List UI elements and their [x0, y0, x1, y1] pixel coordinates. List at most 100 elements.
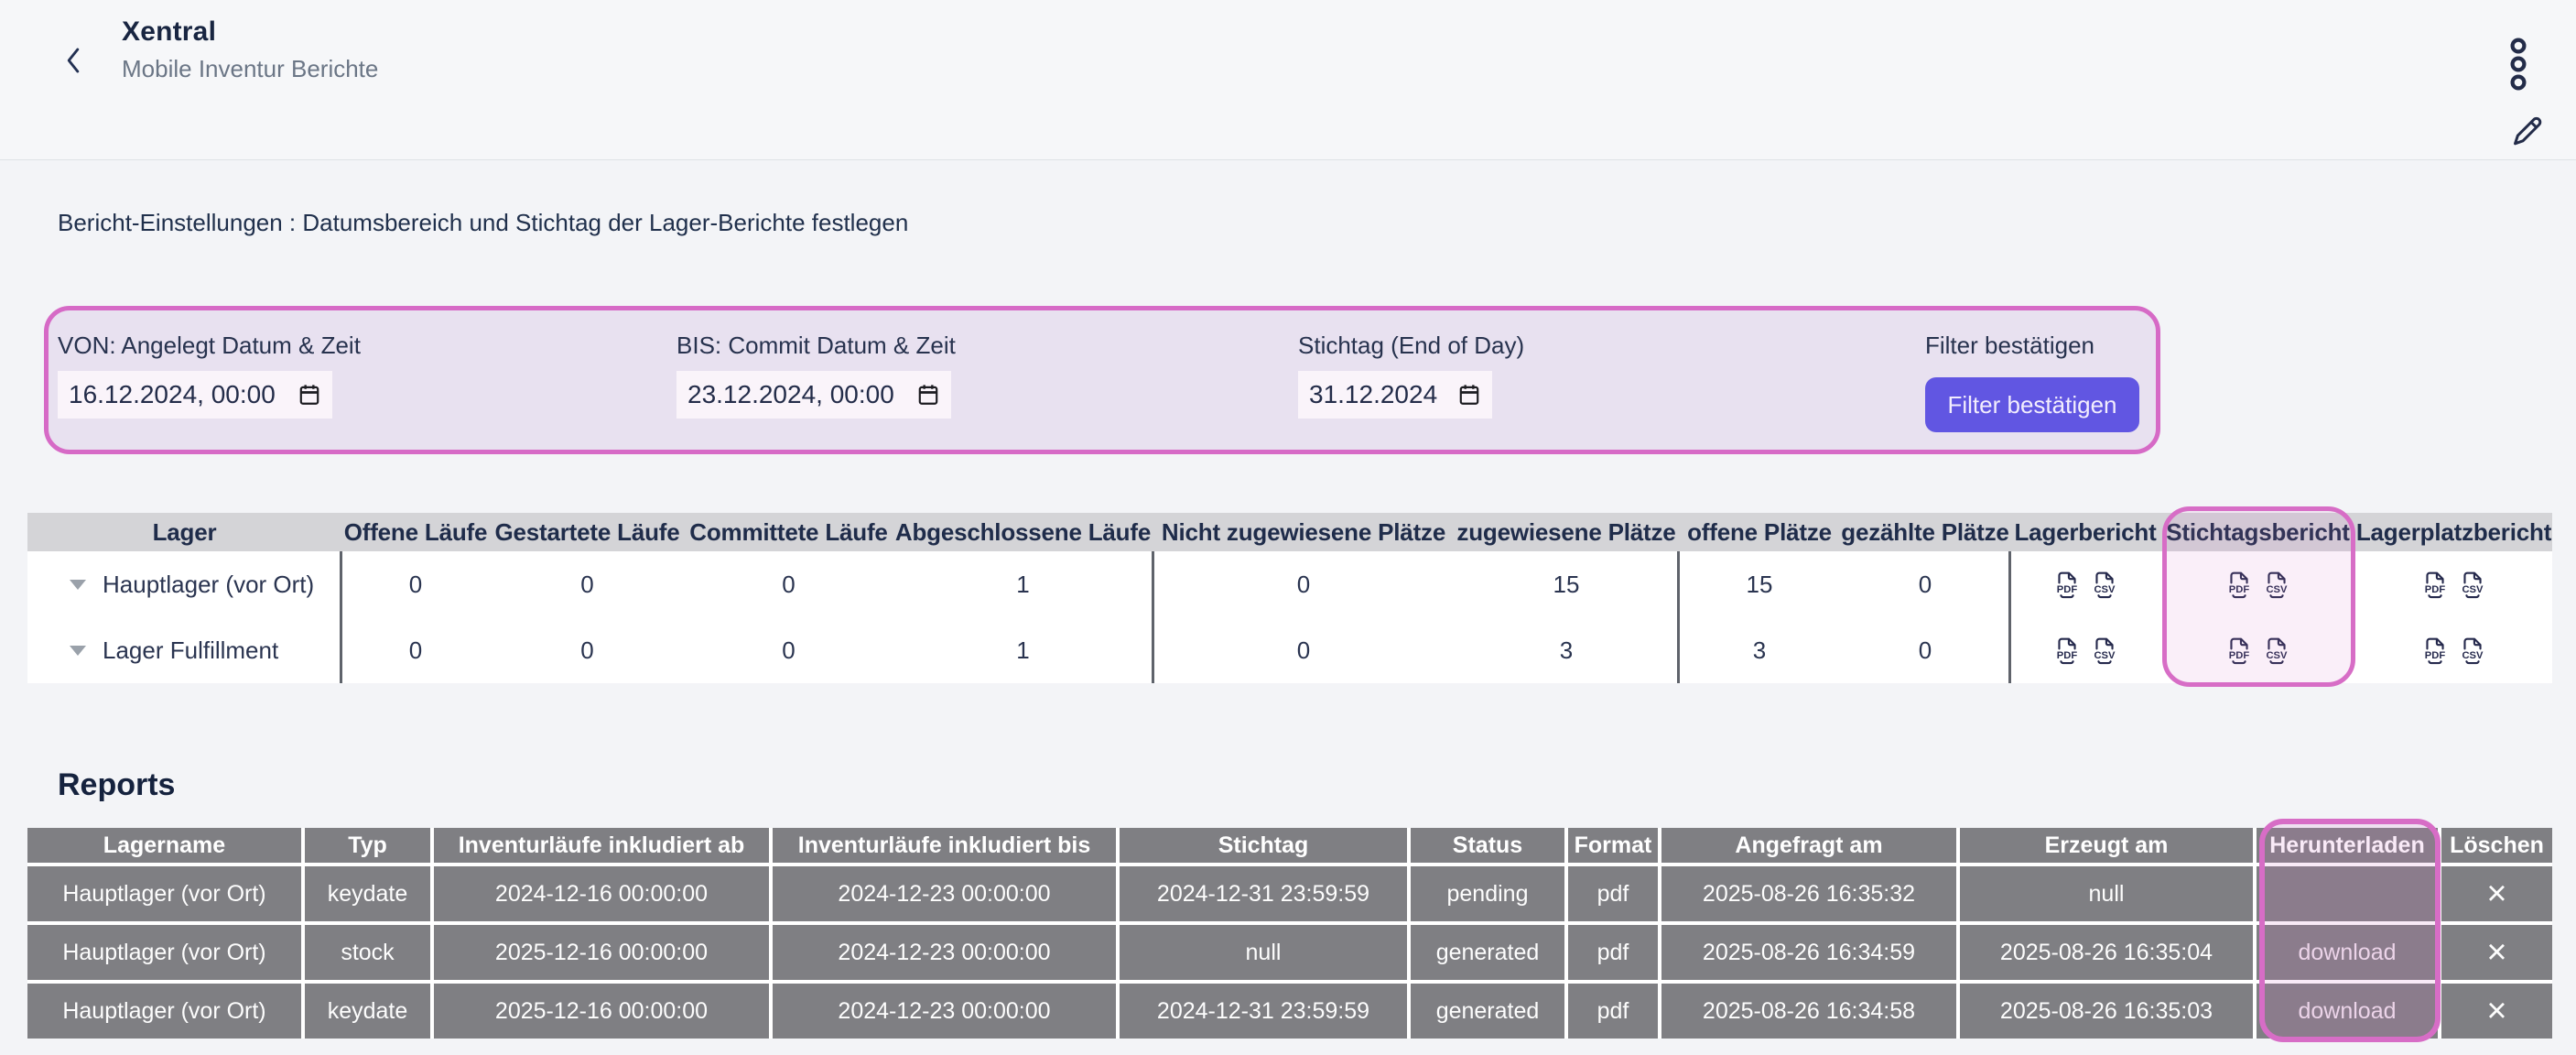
column-divider — [1152, 551, 1154, 683]
report-cell: keydate — [305, 984, 430, 1039]
kebab-menu-button[interactable] — [2506, 37, 2530, 92]
warehouse-cell: 15 — [1553, 570, 1580, 598]
report-cell: 2025-08-26 16:35:03 — [1960, 984, 2253, 1039]
warehouse-expander[interactable]: Hauptlager (vor Ort) — [27, 551, 341, 617]
calendar-icon[interactable] — [298, 383, 321, 407]
report-cell: 2025-08-26 16:34:58 — [1661, 984, 1956, 1039]
warehouse-cell: 0 — [1296, 636, 1311, 664]
from-date-value: 16.12.2024, 00:00 — [69, 380, 276, 408]
reports-heading: Reports — [58, 767, 176, 802]
delete-button[interactable]: × — [2441, 925, 2552, 980]
report-cell: pdf — [1568, 925, 1658, 980]
svg-text:CSV: CSV — [2266, 650, 2288, 661]
column-header: zugewiesene Plätze — [1456, 517, 1676, 546]
svg-text:CSV: CSV — [2266, 584, 2288, 595]
title-block: Xentral Mobile Inventur Berichte — [122, 16, 378, 83]
report-cell: stock — [305, 925, 430, 980]
warehouse-expander[interactable]: Lager Fulfillment — [27, 617, 341, 683]
to-date-input[interactable]: 23.12.2024, 00:00 — [676, 371, 951, 419]
column-divider — [2008, 551, 2011, 683]
pdf-file-icon[interactable]: PDF — [2226, 570, 2252, 599]
download-link[interactable] — [2257, 866, 2438, 921]
warehouse-table: Lager Offene Läufe Gestartete Läufe Comm… — [27, 513, 2552, 683]
pdf-file-icon[interactable]: PDF — [2054, 636, 2080, 665]
filter-confirm-button[interactable]: Filter bestätigen — [1925, 377, 2139, 432]
column-header: Nicht zugewiesene Plätze — [1161, 517, 1446, 546]
warehouse-cell: 0 — [580, 570, 594, 598]
back-button[interactable] — [53, 37, 93, 84]
csv-file-icon[interactable]: CSV — [2092, 636, 2117, 665]
svg-text:PDF: PDF — [2056, 584, 2077, 595]
csv-file-icon[interactable]: CSV — [2092, 570, 2117, 599]
column-divider — [340, 551, 342, 683]
chevron-down-icon[interactable] — [70, 645, 86, 656]
report-cell: 2024-12-31 23:59:59 — [1120, 866, 1407, 921]
download-link[interactable]: download — [2257, 984, 2438, 1039]
keydate-value: 31.12.2024 — [1309, 380, 1438, 408]
status-cell: pending — [1411, 866, 1564, 921]
csv-file-icon[interactable]: CSV — [2264, 636, 2289, 665]
column-header: Abgeschlossene Läufe — [894, 517, 1152, 546]
report-cell: 2025-08-26 16:35:32 — [1661, 866, 1956, 921]
svg-text:CSV: CSV — [2462, 650, 2484, 661]
csv-file-icon[interactable]: CSV — [2460, 570, 2485, 599]
svg-text:PDF: PDF — [2056, 650, 2077, 661]
report-cell: Hauptlager (vor Ort) — [27, 925, 301, 980]
delete-button[interactable]: × — [2441, 866, 2552, 921]
column-header: Angefragt am — [1661, 828, 1956, 863]
report-cell: pdf — [1568, 866, 1658, 921]
warehouse-cell: 0 — [580, 636, 594, 664]
edit-button[interactable] — [2508, 112, 2547, 150]
pdf-file-icon[interactable]: PDF — [2054, 570, 2080, 599]
csv-file-icon[interactable]: CSV — [2264, 570, 2289, 599]
from-date-input[interactable]: 16.12.2024, 00:00 — [58, 371, 332, 419]
delete-button[interactable]: × — [2441, 984, 2552, 1039]
to-date-label: BIS: Commit Datum & Zeit — [676, 332, 956, 359]
download-link[interactable]: download — [2257, 925, 2438, 980]
svg-text:CSV: CSV — [2094, 650, 2116, 661]
svg-text:CSV: CSV — [2094, 584, 2116, 595]
column-header: Inventurläufe inkludiert ab — [434, 828, 769, 863]
calendar-icon[interactable] — [1457, 383, 1481, 407]
warehouse-cell: 1 — [1016, 570, 1030, 598]
warehouse-cell: 0 — [408, 570, 423, 598]
column-header: Herunterladen — [2257, 828, 2438, 863]
warehouse-name: Lager Fulfillment — [103, 636, 279, 664]
column-header: Lagername — [27, 828, 301, 863]
column-header: Format — [1568, 828, 1658, 863]
lagerplatzbericht-downloads: PDF CSV — [2355, 551, 2552, 617]
svg-text:PDF: PDF — [2229, 584, 2250, 595]
warehouse-cell: 0 — [1918, 570, 1932, 598]
report-cell: keydate — [305, 866, 430, 921]
pdf-file-icon[interactable]: PDF — [2422, 570, 2448, 599]
warehouse-cell: 1 — [1016, 636, 1030, 664]
csv-file-icon[interactable]: CSV — [2460, 636, 2485, 665]
chevron-down-icon[interactable] — [70, 579, 86, 590]
warehouse-cell: 3 — [1559, 636, 1574, 664]
keydate-input[interactable]: 31.12.2024 — [1298, 371, 1492, 419]
report-cell: 2025-12-16 00:00:00 — [434, 984, 769, 1039]
column-header: Lagerplatzbericht — [2355, 517, 2552, 546]
report-cell: 2025-12-16 00:00:00 — [434, 925, 769, 980]
status-cell: generated — [1411, 984, 1564, 1039]
column-header: Stichtagsbericht — [2166, 517, 2350, 546]
warehouse-cell: 0 — [782, 570, 796, 598]
warehouse-cell: 0 — [408, 636, 423, 664]
pdf-file-icon[interactable]: PDF — [2226, 636, 2252, 665]
warehouse-table-header: Lager Offene Läufe Gestartete Läufe Comm… — [27, 513, 2552, 551]
keydate-label: Stichtag (End of Day) — [1298, 332, 1525, 359]
column-header: offene Plätze — [1687, 517, 1832, 546]
stichtagsbericht-downloads: PDF CSV — [2160, 617, 2355, 683]
page-title: Xentral — [122, 16, 217, 47]
report-cell: pdf — [1568, 984, 1658, 1039]
svg-text:PDF: PDF — [2425, 584, 2446, 595]
report-cell: Hauptlager (vor Ort) — [27, 984, 301, 1039]
pdf-file-icon[interactable]: PDF — [2422, 636, 2448, 665]
calendar-icon[interactable] — [916, 383, 940, 407]
column-header: Typ — [305, 828, 430, 863]
filter-panel: VON: Angelegt Datum & Zeit 16.12.2024, 0… — [44, 306, 2160, 454]
lagerbericht-downloads: PDF CSV — [2010, 551, 2160, 617]
column-header: Stichtag — [1120, 828, 1407, 863]
report-cell: 2024-12-23 00:00:00 — [773, 925, 1116, 980]
from-date-label: VON: Angelegt Datum & Zeit — [58, 332, 361, 359]
